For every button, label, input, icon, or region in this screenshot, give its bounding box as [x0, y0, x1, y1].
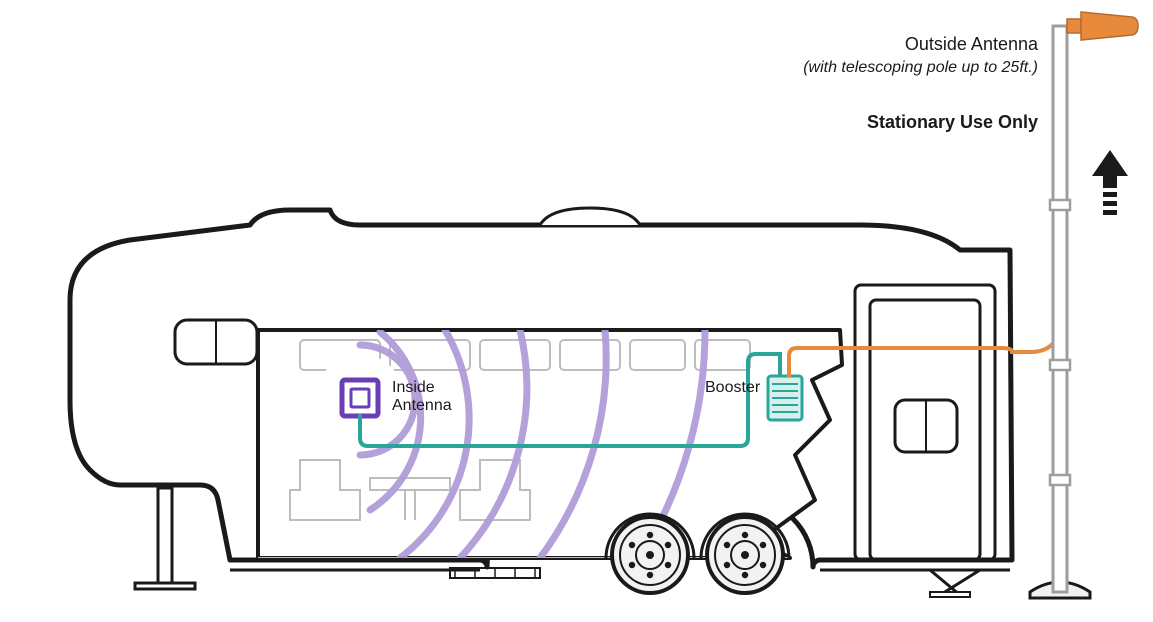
telescoping-arrow-icon	[1092, 150, 1128, 215]
outside-antenna-subtitle: (with telescoping pole up to 25ft.)	[803, 59, 1038, 76]
inside-antenna-label-line2: Antenna	[392, 397, 452, 414]
booster-icon	[768, 376, 802, 420]
wheel-2	[707, 517, 783, 593]
rv-signal-booster-diagram: Booster Inside Antenna	[0, 0, 1153, 622]
front-landing-gear	[135, 488, 195, 589]
booster-label: Booster	[705, 379, 761, 396]
outside-antenna-icon	[1067, 12, 1138, 40]
rear-stabilizer	[930, 570, 980, 597]
wheel-1	[612, 517, 688, 593]
stationary-note: Stationary Use Only	[867, 112, 1038, 132]
rv-roof-ac	[540, 208, 640, 225]
inside-antenna-label-line1: Inside	[392, 379, 435, 396]
outside-antenna-title: Outside Antenna	[905, 34, 1039, 54]
telescoping-pole	[1030, 26, 1090, 598]
